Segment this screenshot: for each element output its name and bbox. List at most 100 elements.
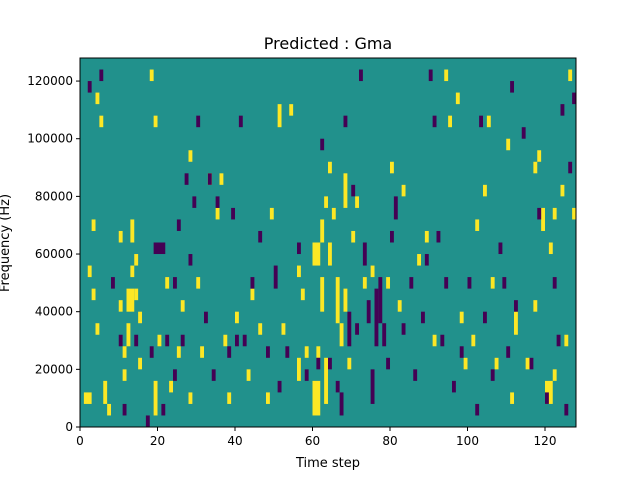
heatmap-cell-high: [300, 288, 305, 301]
heatmap-cell-high: [564, 334, 569, 347]
y-tick-label: 120000: [27, 74, 73, 88]
heatmap-cell-low: [153, 242, 166, 255]
heatmap-cell-low: [320, 138, 325, 151]
heatmap-cells: [83, 69, 577, 427]
heatmap-cell-high: [134, 288, 139, 301]
heatmap-cell-high: [343, 288, 348, 312]
heatmap-cell-low: [529, 357, 534, 370]
heatmap-cell-low: [440, 334, 445, 347]
y-tick-label: 60000: [35, 247, 73, 261]
heatmap-cell-high: [486, 115, 491, 128]
heatmap-cell-low: [432, 115, 437, 128]
heatmap-cell-high: [95, 323, 100, 335]
heatmap-cell-high: [351, 230, 356, 243]
heatmap-cell-low: [173, 369, 177, 381]
heatmap-cell-high: [130, 219, 135, 243]
heatmap-cell-low: [145, 415, 150, 427]
heatmap-cell-high: [153, 380, 158, 416]
heatmap-cell-low: [556, 334, 561, 347]
heatmap-cell-low: [134, 334, 139, 347]
heatmap-cell-low: [165, 334, 170, 347]
heatmap-cell-low: [444, 277, 449, 289]
heatmap-cell-high: [417, 254, 422, 266]
heatmap-cell-high: [568, 69, 573, 82]
heatmap-cell-high: [83, 392, 92, 404]
heatmap-cell-high: [277, 104, 282, 128]
heatmap-cell-high: [320, 277, 325, 312]
x-tick-label: 20: [150, 434, 165, 448]
heatmap-cell-low: [250, 277, 255, 289]
heatmap-cell-low: [564, 403, 569, 416]
heatmap-cell-high: [165, 277, 170, 289]
x-axis: 0 20 40 60 80 100 120: [76, 427, 556, 448]
heatmap-cell-high: [459, 311, 464, 324]
x-tick-label: 0: [76, 434, 84, 448]
x-tick-label: 100: [456, 434, 479, 448]
heatmap-cell-low: [498, 242, 503, 255]
heatmap-cell-low: [390, 230, 394, 243]
heatmap-cell-high: [188, 392, 193, 404]
heatmap-cell-high: [533, 300, 538, 312]
heatmap-cell-low: [266, 346, 270, 358]
heatmap-cell-high: [455, 92, 460, 105]
heatmap-cell-low: [436, 230, 441, 243]
y-tick-label: 80000: [35, 189, 73, 203]
y-tick-label: 100000: [27, 132, 73, 146]
heatmap-cell-low: [424, 254, 429, 266]
heatmap-cell-low: [537, 207, 542, 220]
heatmap-cell-low: [452, 380, 456, 393]
heatmap-cell-low: [514, 300, 518, 312]
heatmap-cell-high: [324, 196, 329, 208]
heatmap-cell-high: [99, 115, 104, 128]
heatmap-cell-high: [266, 392, 270, 404]
heatmap-cell-low: [87, 81, 92, 93]
heatmap-cell-high: [289, 104, 294, 116]
heatmap-cell-high: [196, 277, 201, 289]
heatmap-cell-high: [200, 346, 205, 358]
heatmap-cell-high: [246, 369, 251, 381]
heatmap-cell-low: [196, 115, 201, 128]
heatmap-cell-low: [409, 277, 414, 289]
heatmap-cell-low: [118, 334, 123, 347]
heatmap-cell-high: [560, 184, 565, 197]
x-tick-label: 60: [305, 434, 320, 448]
heatmap-cell-high: [180, 300, 185, 312]
heatmap-cell-low: [258, 230, 263, 243]
heatmap-cell-low: [285, 346, 290, 358]
heatmap-cell-low: [227, 346, 232, 358]
heatmap-cell-high: [506, 138, 511, 151]
heatmap-cell-high: [463, 357, 468, 370]
heatmap-cell-high: [324, 357, 329, 404]
heatmap-cell-high: [153, 115, 158, 128]
heatmap-cell-low: [459, 346, 464, 358]
heatmap-cell-high: [215, 207, 220, 220]
heatmap-cell-low: [393, 196, 398, 220]
heatmap-cell-low: [204, 311, 208, 324]
heatmap-cell-high: [297, 265, 301, 278]
heatmap-cell-high: [312, 380, 321, 416]
heatmap-cell-low: [339, 392, 344, 416]
heatmap-cell-high: [316, 346, 321, 358]
heatmap-cell-high: [514, 311, 518, 335]
heatmap-cell-high: [401, 184, 406, 197]
heatmap-cell-low: [180, 334, 185, 347]
heatmap-cell-high: [390, 161, 394, 174]
heatmap-cell-high: [510, 392, 515, 404]
heatmap-cell-high: [118, 300, 123, 312]
heatmap-cell-low: [351, 184, 356, 197]
heatmap-cell-low: [184, 173, 189, 185]
heatmap-cell-low: [421, 311, 425, 324]
plot-frame: [79, 57, 577, 428]
heatmap-cell-low: [378, 277, 383, 324]
heatmap-cell-low: [560, 104, 565, 116]
heatmap-cell-high: [339, 323, 344, 347]
heatmap-cell-low: [215, 196, 220, 208]
heatmap-cell-high: [258, 323, 263, 335]
heatmap-cell-low: [359, 69, 363, 82]
heatmap-cell-low: [490, 369, 495, 381]
heatmap-cell-high: [343, 173, 348, 208]
heatmap-cell-high: [149, 69, 154, 82]
heatmap-cell-low: [355, 323, 360, 335]
heatmap-cell-high: [541, 207, 546, 231]
